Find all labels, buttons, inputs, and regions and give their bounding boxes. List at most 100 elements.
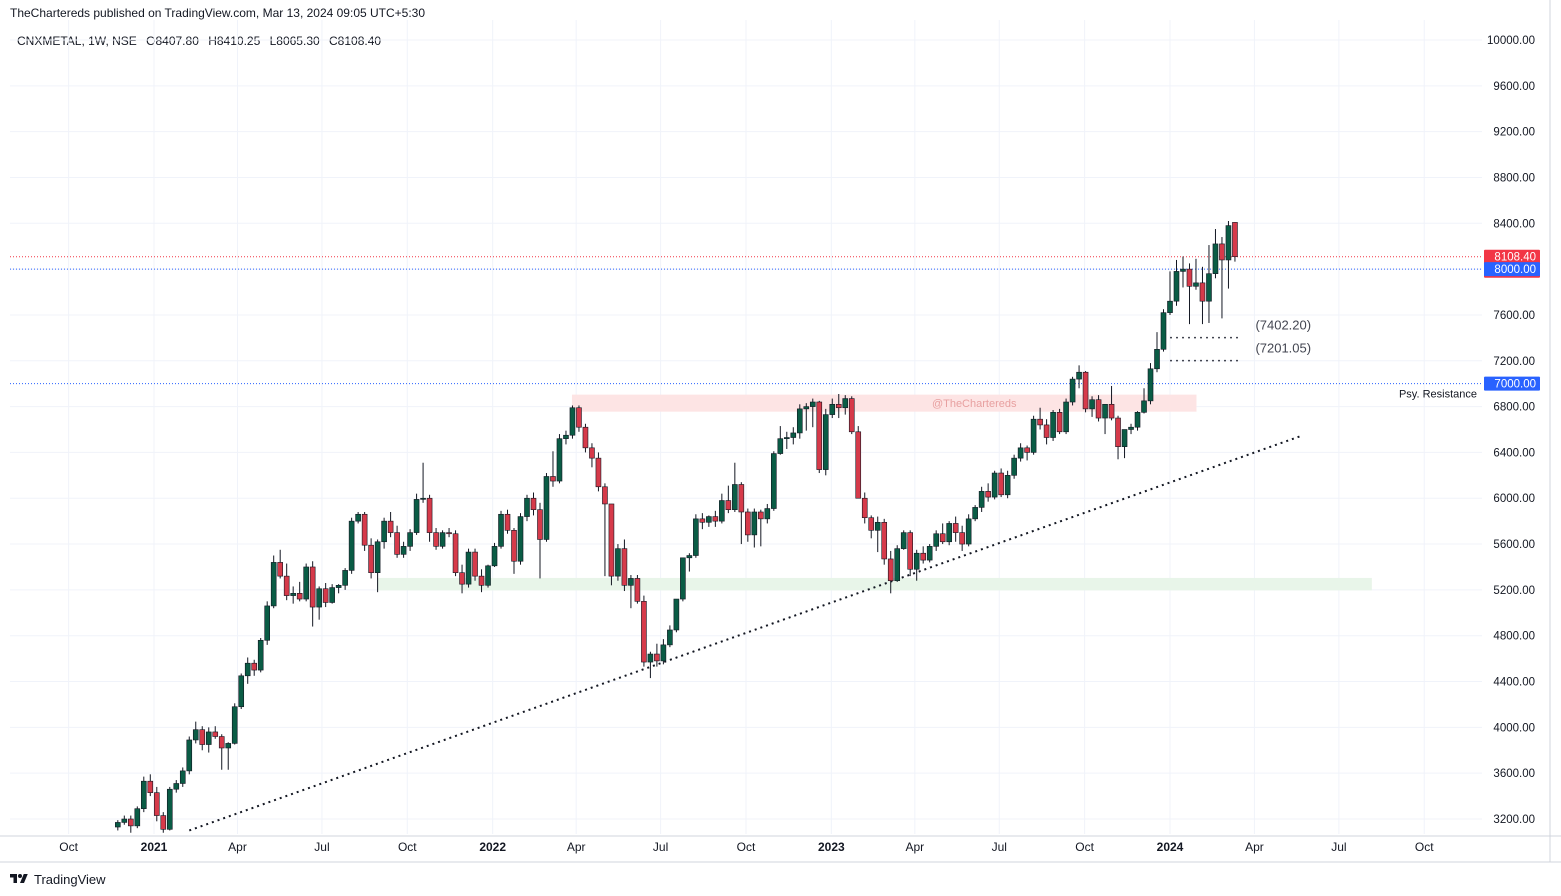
candle-down[interactable]: [1082, 371, 1089, 410]
candle-down[interactable]: [1186, 268, 1193, 287]
candle-down[interactable]: [621, 548, 628, 586]
candle-down[interactable]: [394, 532, 400, 555]
candle-up[interactable]: [1089, 399, 1095, 410]
candle-up[interactable]: [205, 731, 212, 745]
candle-up[interactable]: [192, 729, 199, 741]
candle-down[interactable]: [582, 426, 589, 449]
candle-down[interactable]: [758, 511, 764, 520]
candle-up[interactable]: [946, 523, 952, 543]
candle-down[interactable]: [952, 523, 959, 533]
candle-up[interactable]: [1050, 412, 1056, 438]
candle-up[interactable]: [1102, 403, 1108, 419]
candle-up[interactable]: [1160, 312, 1167, 350]
candle-up[interactable]: [1225, 225, 1232, 261]
candle-up[interactable]: [563, 434, 569, 439]
candle-down[interactable]: [1024, 447, 1030, 453]
candle-up[interactable]: [991, 472, 998, 498]
candle-down[interactable]: [296, 593, 303, 600]
candle-down[interactable]: [1108, 403, 1115, 419]
candle-down[interactable]: [504, 513, 511, 531]
candle-up[interactable]: [686, 555, 693, 559]
candle-up[interactable]: [1212, 243, 1219, 274]
candle-up[interactable]: [381, 520, 387, 543]
candle-down[interactable]: [478, 575, 485, 586]
candle-up[interactable]: [303, 566, 309, 600]
candle-up[interactable]: [290, 593, 296, 596]
candle-up[interactable]: [225, 743, 232, 749]
price-badge[interactable]: [1484, 376, 1540, 391]
candle-up[interactable]: [706, 516, 712, 523]
candle-up[interactable]: [965, 518, 972, 545]
candle-up[interactable]: [1121, 429, 1128, 447]
candle-up[interactable]: [517, 516, 524, 562]
candle-up[interactable]: [257, 639, 264, 671]
candle-down[interactable]: [602, 486, 608, 505]
candle-up[interactable]: [1193, 282, 1199, 287]
candle-down[interactable]: [959, 532, 965, 545]
candle-up[interactable]: [777, 438, 784, 454]
candle-up[interactable]: [647, 653, 654, 663]
candle-down[interactable]: [835, 403, 842, 409]
candle-up[interactable]: [335, 584, 342, 588]
candle-down[interactable]: [550, 476, 556, 482]
candle-up[interactable]: [1004, 475, 1011, 496]
candle-up[interactable]: [680, 557, 686, 600]
candle-up[interactable]: [244, 662, 251, 677]
candle-up[interactable]: [231, 706, 238, 744]
candle-up[interactable]: [439, 532, 446, 547]
candle-up[interactable]: [732, 484, 738, 510]
candle-down[interactable]: [1199, 282, 1206, 302]
price-badge[interactable]: [1484, 262, 1540, 277]
candle-down[interactable]: [361, 513, 368, 546]
candle-up[interactable]: [329, 587, 335, 603]
candle-up[interactable]: [693, 518, 699, 556]
candle-up[interactable]: [1173, 271, 1180, 302]
candle-down[interactable]: [433, 532, 439, 547]
candle-up[interactable]: [978, 491, 985, 508]
candle-down[interactable]: [309, 566, 316, 608]
candle-down[interactable]: [699, 518, 706, 523]
candle-down[interactable]: [816, 401, 823, 470]
candle-down[interactable]: [881, 521, 888, 560]
candle-up[interactable]: [1147, 368, 1154, 402]
candle-up[interactable]: [913, 552, 920, 570]
candle-down[interactable]: [1056, 412, 1063, 433]
candle-up[interactable]: [771, 453, 777, 509]
candle-down[interactable]: [1232, 222, 1238, 257]
candle-up[interactable]: [465, 551, 472, 585]
candle-down[interactable]: [459, 572, 465, 585]
candle-down[interactable]: [855, 431, 862, 499]
candle-up[interactable]: [900, 532, 907, 549]
candle-up[interactable]: [140, 780, 147, 809]
candle-up[interactable]: [1134, 412, 1141, 428]
candle-up[interactable]: [783, 437, 790, 439]
candle-up[interactable]: [628, 578, 634, 586]
candle-down[interactable]: [634, 578, 641, 602]
candle-up[interactable]: [179, 770, 186, 784]
candle-down[interactable]: [641, 601, 647, 663]
candle-down[interactable]: [251, 662, 258, 671]
candle-up[interactable]: [121, 818, 128, 823]
candle-up[interactable]: [400, 546, 407, 555]
candle-up[interactable]: [355, 513, 361, 522]
symbol-legend[interactable]: CNXMETAL, 1W, NSE O8407.80 H8410.25 L806…: [17, 34, 387, 48]
candle-down[interactable]: [277, 562, 283, 577]
candle-down[interactable]: [147, 780, 154, 793]
candle-down[interactable]: [725, 500, 732, 510]
candle-down[interactable]: [998, 472, 1004, 496]
candle-up[interactable]: [524, 497, 530, 517]
candle-down[interactable]: [861, 497, 868, 519]
candle-down[interactable]: [426, 497, 433, 533]
candle-down[interactable]: [160, 815, 167, 830]
candle-down[interactable]: [1037, 418, 1043, 426]
candle-up[interactable]: [719, 500, 725, 522]
candle-down[interactable]: [212, 731, 219, 737]
rising-trendline[interactable]: [188, 435, 1301, 832]
candle-up[interactable]: [407, 532, 413, 547]
candle-down[interactable]: [576, 407, 582, 428]
candle-down[interactable]: [368, 544, 374, 573]
candle-down[interactable]: [907, 532, 914, 570]
candle-up[interactable]: [186, 739, 193, 772]
candle-up[interactable]: [796, 408, 803, 434]
